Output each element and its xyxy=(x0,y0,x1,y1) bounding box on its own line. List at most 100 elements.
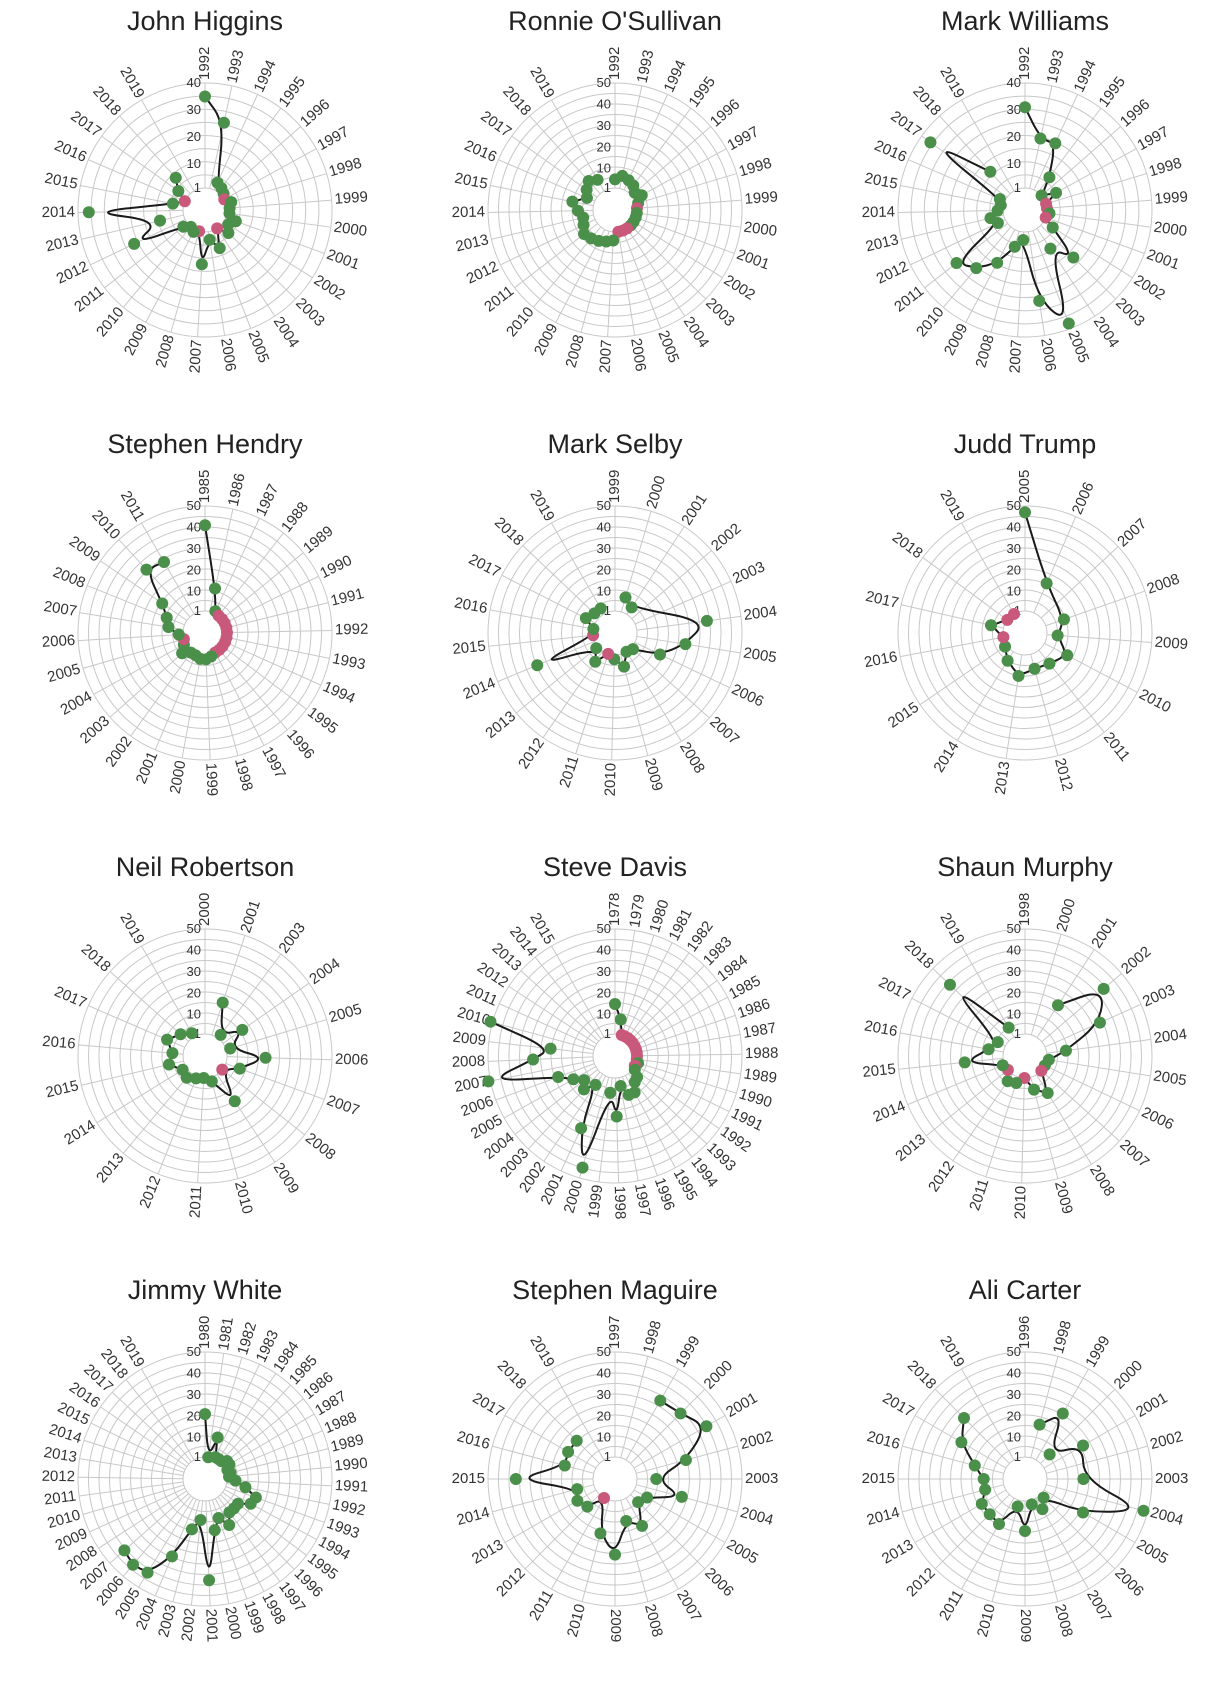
data-point xyxy=(162,621,175,634)
data-point xyxy=(636,1519,649,1532)
year-label: 2010 xyxy=(564,1602,589,1639)
chart-title: Judd Trump xyxy=(953,429,1097,459)
data-point xyxy=(591,173,604,186)
chart-title: John Higgins xyxy=(126,6,284,36)
data-point xyxy=(223,1519,236,1532)
data-point xyxy=(587,622,600,635)
year-label: 2003 xyxy=(292,295,328,331)
year-label: 2002 xyxy=(738,1428,775,1453)
year-label: 1990 xyxy=(317,552,354,582)
data-point xyxy=(1025,1498,1038,1511)
year-label: 1999 xyxy=(744,188,779,208)
data-point xyxy=(1039,211,1052,224)
data-point xyxy=(1043,657,1056,670)
year-label: 2006 xyxy=(217,337,239,373)
spoke-line xyxy=(581,1500,610,1602)
year-label: 1990 xyxy=(334,1455,369,1475)
spoke-line xyxy=(504,1415,597,1469)
year-label: 2012 xyxy=(874,258,911,288)
spoke-line xyxy=(1043,1415,1136,1469)
spoke-line xyxy=(575,653,609,754)
chart-title: Jimmy White xyxy=(127,1275,283,1305)
year-label: 2017 xyxy=(887,108,924,141)
data-point xyxy=(1008,240,1021,253)
spoke-line xyxy=(957,651,1014,741)
year-label: 1988 xyxy=(278,499,312,536)
year-label: 2008 xyxy=(1086,1162,1118,1199)
year-label: 2008 xyxy=(50,564,87,592)
data-point xyxy=(1067,251,1080,264)
spoke-line xyxy=(1040,546,1119,619)
spoke-line xyxy=(985,1076,1019,1177)
radial-tick-label: 50 xyxy=(597,75,611,90)
year-label: 2009 xyxy=(66,533,103,566)
spoke-line xyxy=(961,945,1015,1038)
spoke-line xyxy=(122,1072,192,1154)
year-label: 2018 xyxy=(901,937,937,972)
data-point xyxy=(176,1063,189,1076)
spoke-line xyxy=(490,609,594,630)
spoke-line xyxy=(1030,934,1062,1036)
data-point xyxy=(216,996,229,1009)
spoke-line xyxy=(1017,231,1025,337)
year-label: 2002 xyxy=(311,272,348,304)
year-label: 2009 xyxy=(641,756,666,793)
spoke-line xyxy=(907,1063,1005,1106)
polar-plot: 1980 198119821983198419851986198719881989… xyxy=(42,1316,369,1643)
data-point xyxy=(679,1453,692,1466)
spoke-line xyxy=(961,522,1015,615)
spoke-line xyxy=(631,550,712,620)
spoke-line xyxy=(88,159,185,202)
spoke-line xyxy=(627,952,690,1039)
spoke-line xyxy=(634,580,732,625)
data-point xyxy=(1051,999,1064,1012)
spoke-line xyxy=(226,1479,332,1487)
data-point xyxy=(984,165,997,178)
data-point xyxy=(1001,654,1014,667)
spoke-line xyxy=(630,1070,708,1145)
radial-tick-label: 50 xyxy=(187,1344,201,1359)
chart-title: Mark Williams xyxy=(941,6,1109,36)
data-point xyxy=(531,659,544,672)
year-label: 2014 xyxy=(861,203,895,221)
data-point xyxy=(1137,1504,1150,1517)
radial-tick-label: 1 xyxy=(604,603,611,618)
year-label: 2016 xyxy=(863,1017,899,1040)
year-label: 2004 xyxy=(1153,1026,1188,1047)
year-label: 2011 xyxy=(43,1487,77,1508)
spoke-line xyxy=(488,634,594,647)
spoke-line xyxy=(934,1494,1010,1570)
data-point xyxy=(590,642,603,655)
data-point xyxy=(589,1078,602,1091)
spoke-line xyxy=(1044,642,1138,693)
spoke-line xyxy=(154,653,197,751)
year-label: 2016 xyxy=(872,137,909,166)
year-label: 2006 xyxy=(335,1051,369,1069)
year-label: 2015 xyxy=(862,1061,897,1081)
polar-plot: 2005 200620072008200920102011201220132014… xyxy=(863,470,1189,796)
spoke-line xyxy=(83,1439,185,1473)
year-label: 1999 xyxy=(334,188,369,208)
chart-panel: Mark Selby 1999 2000 2001 2002 2003 2004 2005 20… xyxy=(410,423,820,846)
data-point xyxy=(203,233,216,246)
spoke-line xyxy=(170,231,200,333)
year-label: 2016 xyxy=(863,648,899,671)
spoke-line xyxy=(208,1500,230,1604)
year-label: 1996 xyxy=(283,726,318,762)
spoke-line xyxy=(634,642,730,689)
year-label: 2002 xyxy=(1118,943,1154,978)
data-point xyxy=(604,1086,617,1099)
radial-tick-label: 30 xyxy=(187,541,201,556)
year-label: 1992 xyxy=(1016,47,1033,80)
year-label: 2009 xyxy=(941,321,972,358)
data-point xyxy=(1035,1064,1048,1077)
data-point xyxy=(118,1544,131,1557)
data-point xyxy=(602,647,615,660)
year-label: 2011 xyxy=(481,282,517,315)
year-label: 2007 xyxy=(1114,515,1150,550)
year-label: 1993 xyxy=(1044,48,1068,84)
spoke-line xyxy=(498,159,595,202)
spoke-line xyxy=(78,1476,184,1480)
data-point xyxy=(1017,234,1030,247)
